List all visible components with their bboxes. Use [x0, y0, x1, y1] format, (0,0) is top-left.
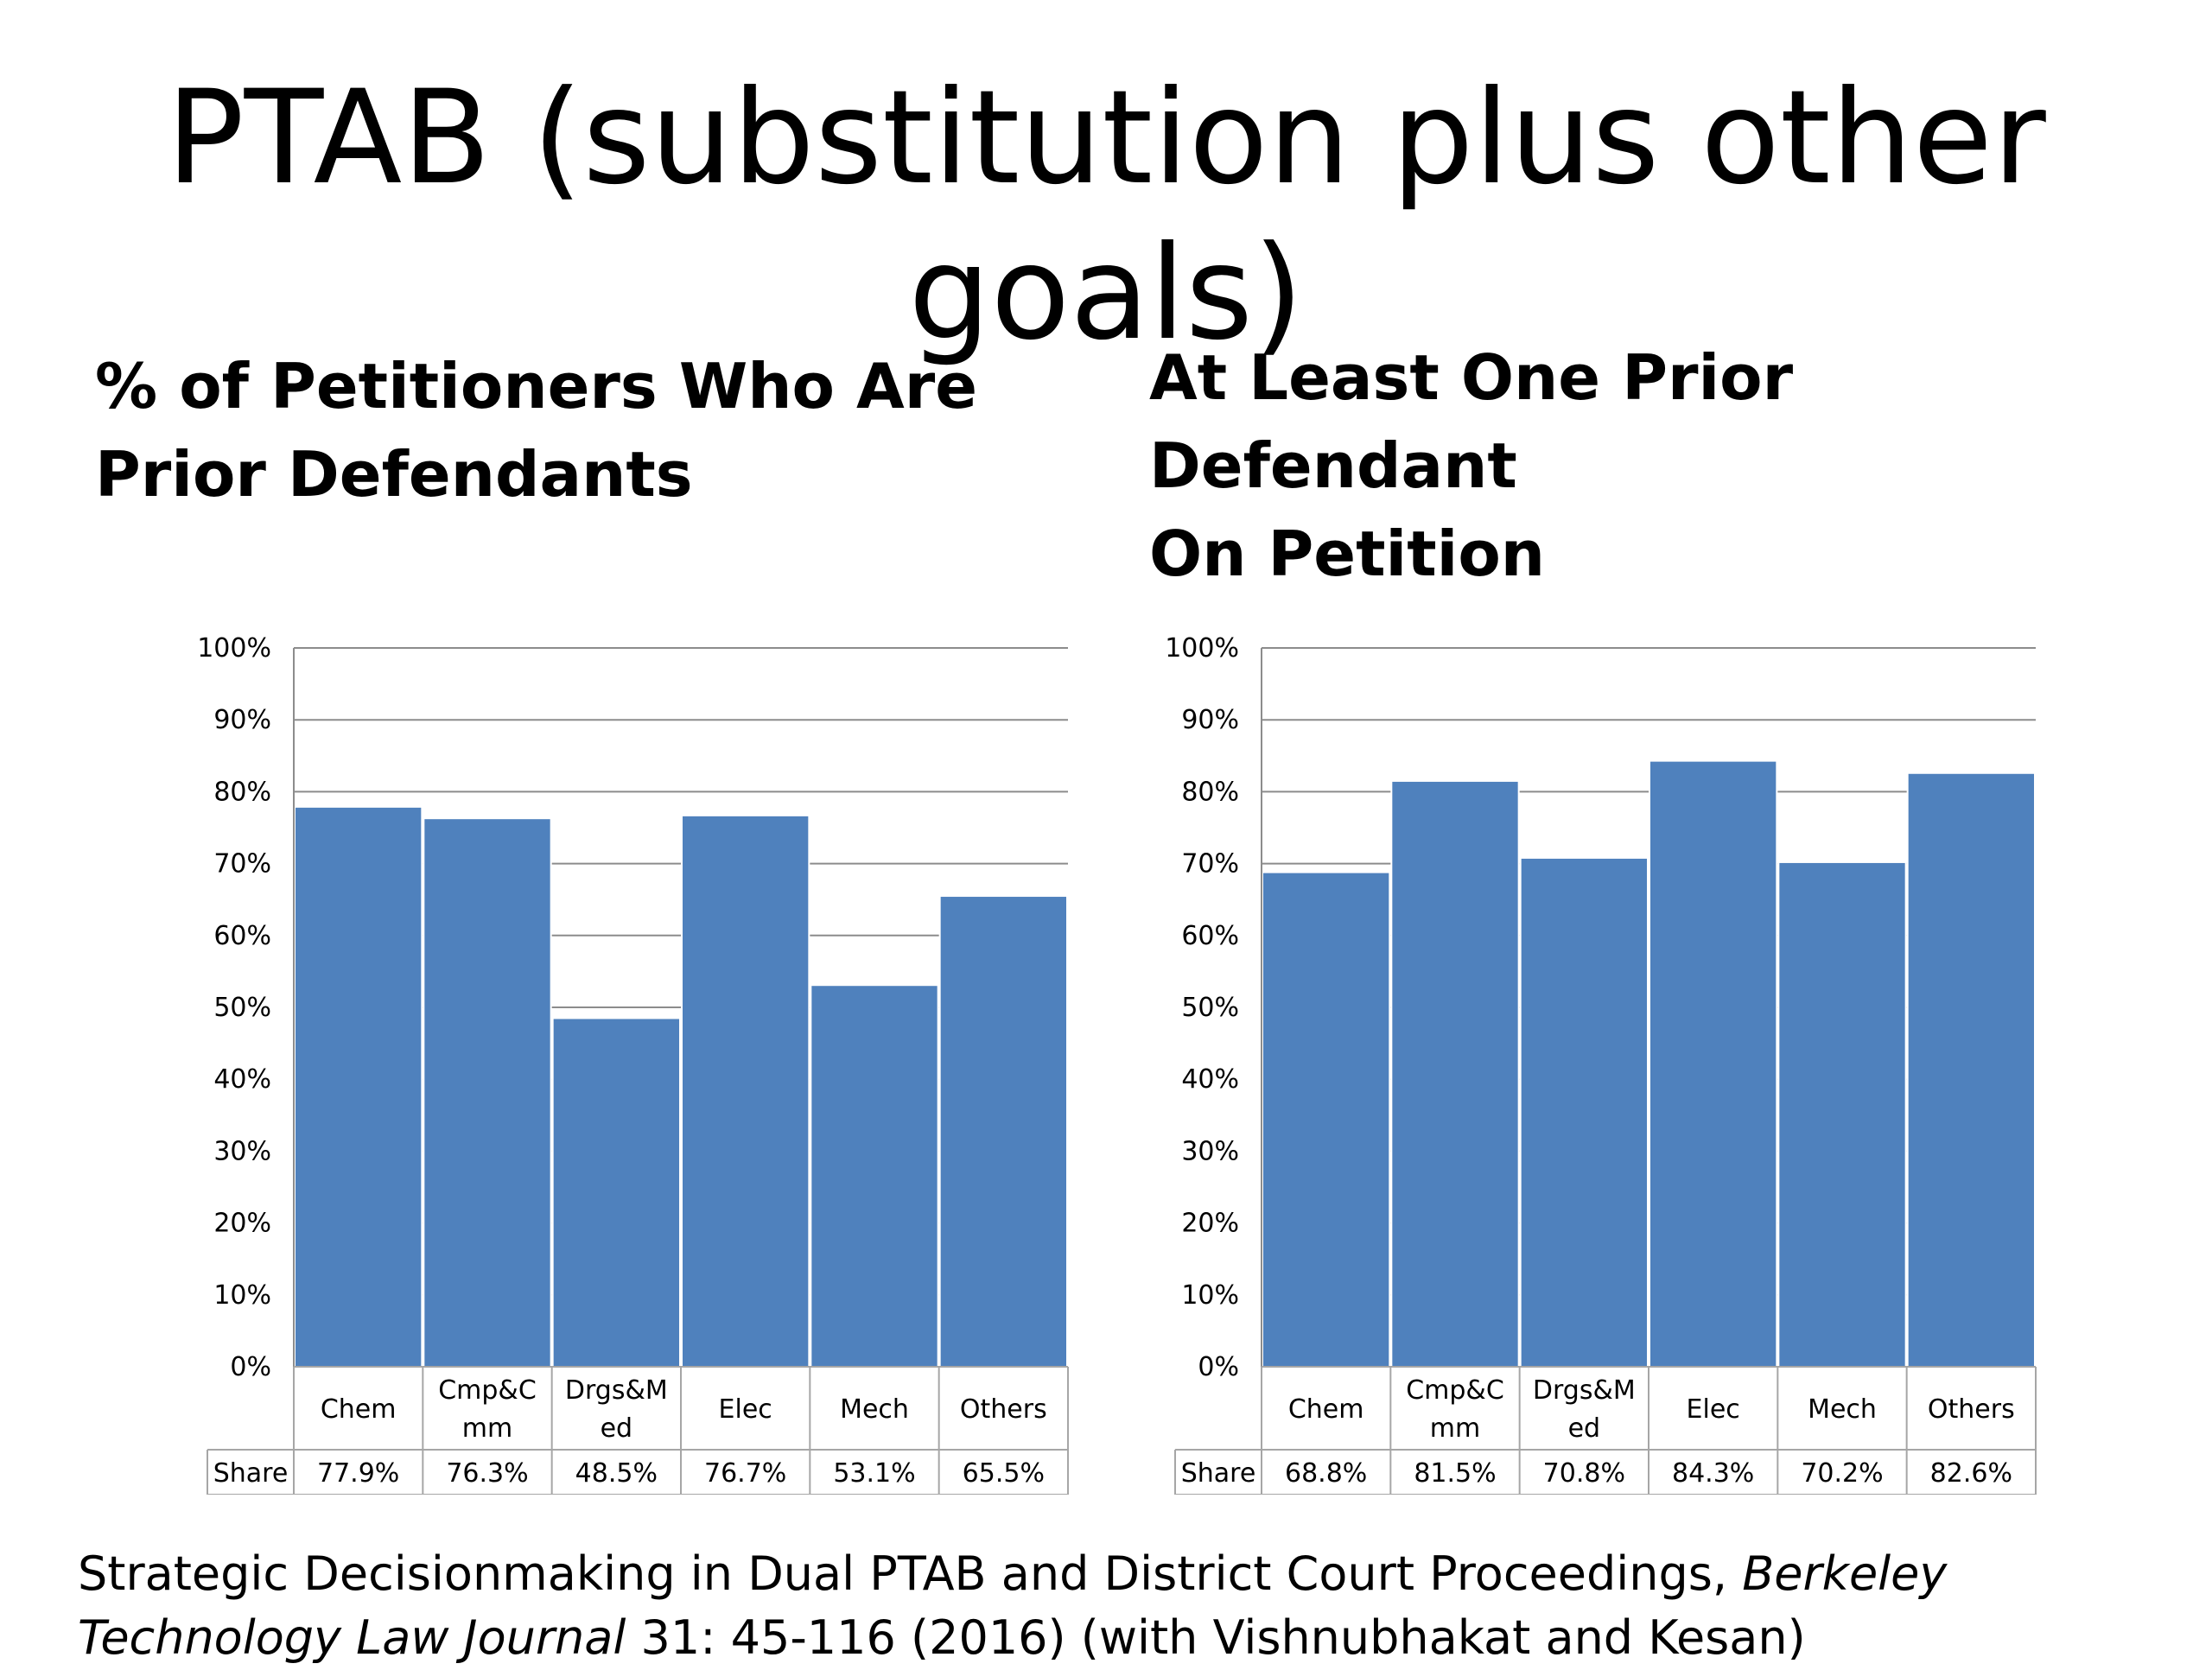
right-y-tick-label: 90%: [1181, 705, 1239, 735]
left-y-tick-label: 20%: [213, 1209, 271, 1239]
right-y-tick-label: 40%: [1181, 1064, 1239, 1095]
right-category-label: Others: [1928, 1394, 2015, 1425]
left-y-tick-label: 50%: [213, 993, 271, 1023]
left-category-label: Chem: [321, 1394, 397, 1425]
right-y-tick-label: 50%: [1181, 993, 1239, 1023]
left-y-tick-label: 80%: [213, 777, 271, 807]
right-bar-6: [1906, 772, 2037, 1368]
left-category-label: Cmp&C: [438, 1375, 537, 1406]
right-y-tick-label: 30%: [1181, 1136, 1239, 1166]
left-bar-4: [681, 814, 810, 1368]
right-data-label: 70.8%: [1543, 1458, 1625, 1489]
right-category-label: Cmp&C: [1406, 1375, 1504, 1406]
left-bar-1: [294, 805, 423, 1368]
citation-text-b: 31: 45-116 (2016) (with Vishnubhakat and…: [626, 1610, 1806, 1665]
right-y-tick-label: 100%: [1165, 633, 1239, 664]
right-y-tick-label: 70%: [1181, 849, 1239, 879]
left-y-tick-label: 10%: [213, 1280, 271, 1311]
left-bar-3: [551, 1017, 681, 1368]
citation-journal: Berkeley Technology Law Journal: [78, 1546, 1948, 1665]
left-category-label: Drgs&M: [565, 1375, 668, 1406]
left-y-tick-label: 30%: [213, 1136, 271, 1166]
right-y-tick-label: 60%: [1181, 921, 1239, 951]
right-bar-5: [1777, 860, 1907, 1368]
left-y-tick-label: 70%: [213, 849, 271, 879]
left-category-label: ed: [601, 1413, 633, 1444]
left-y-tick-label: 0%: [230, 1352, 271, 1382]
left-category-label: Mech: [840, 1394, 909, 1425]
right-y-tick-label: 0%: [1198, 1352, 1239, 1382]
right-bar-chart: 0% 10% 20% 30% 40% 50% 60% 70% 80% 90% 100% Chem Cmp…: [1115, 605, 2056, 1495]
left-category-label: Others: [960, 1394, 1047, 1425]
right-series-label: Share: [1181, 1458, 1256, 1489]
right-category-label: mm: [1430, 1413, 1480, 1444]
right-bar-2: [1390, 779, 1520, 1368]
right-data-label: 81.5%: [1414, 1458, 1496, 1489]
right-y-tick-label: 20%: [1181, 1209, 1239, 1239]
left-bar-2: [423, 817, 552, 1368]
left-chart-svg: 0% 10% 20% 30% 40% 50% 60% 70% 80% 90% 100% Chem Cmp…: [197, 633, 1069, 1495]
right-bar-4: [1649, 759, 1778, 1368]
right-bar-1: [1262, 871, 1391, 1368]
right-chart-heading: At Least One Prior Defendant On Petition: [1149, 341, 1794, 590]
left-bar-chart: 0% 10% 20% 30% 40% 50% 60% 70% 80% 90% 100% Chem Cmp…: [147, 605, 1089, 1495]
right-data-label: 70.2%: [1801, 1458, 1883, 1489]
right-category-label: ed: [1568, 1413, 1601, 1444]
left-y-tick-label: 90%: [213, 705, 271, 735]
right-category-label: Mech: [1808, 1394, 1877, 1425]
right-category-label: Chem: [1288, 1394, 1364, 1425]
citation-text-a: Strategic Decisionmaking in Dual PTAB an…: [78, 1546, 1743, 1601]
right-data-label: 68.8%: [1285, 1458, 1367, 1489]
right-y-tick-label: 10%: [1181, 1280, 1239, 1311]
left-data-label: 48.5%: [575, 1458, 658, 1489]
left-data-label: 76.7%: [704, 1458, 786, 1489]
right-category-label: Elec: [1687, 1394, 1740, 1425]
left-y-tick-label: 100%: [197, 633, 271, 664]
left-data-label: 77.9%: [317, 1458, 399, 1489]
right-category-label: Drgs&M: [1533, 1375, 1636, 1406]
left-data-label: 76.3%: [446, 1458, 528, 1489]
slide-title: PTAB (substitution plus other goals): [166, 63, 2046, 369]
left-bar-6: [938, 895, 1069, 1368]
left-data-label: 53.1%: [833, 1458, 915, 1489]
left-y-tick-label: 40%: [213, 1064, 271, 1095]
right-chart-svg: 0% 10% 20% 30% 40% 50% 60% 70% 80% 90% 100% Chem Cmp…: [1165, 633, 2037, 1495]
left-category-label: Elec: [719, 1394, 772, 1425]
left-data-label: 65.5%: [963, 1458, 1045, 1489]
left-category-label: mm: [462, 1413, 512, 1444]
right-y-tick-label: 80%: [1181, 777, 1239, 807]
right-bar-3: [1519, 856, 1649, 1368]
left-bar-5: [810, 984, 939, 1368]
right-data-label: 84.3%: [1672, 1458, 1754, 1489]
left-y-tick-label: 60%: [213, 921, 271, 951]
left-series-label: Share: [213, 1458, 289, 1489]
citation: Strategic Decisionmaking in Dual PTAB an…: [78, 1542, 2169, 1670]
left-chart-heading: % of Petitioners Who Are Prior Defendant…: [95, 350, 978, 511]
right-data-label: 82.6%: [1930, 1458, 2012, 1489]
